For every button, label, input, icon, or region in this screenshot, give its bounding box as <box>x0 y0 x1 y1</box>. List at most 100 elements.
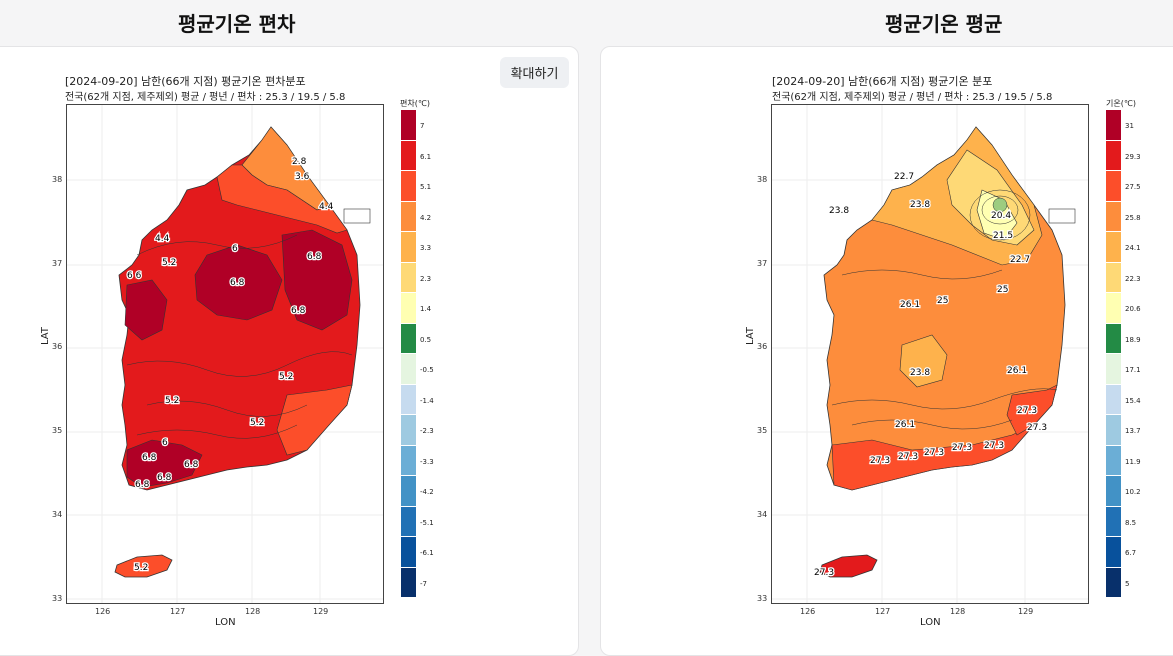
legend-value: 2.3 <box>420 274 432 283</box>
legend-value: -4.2 <box>420 488 434 496</box>
zone-hot2 <box>281 229 353 331</box>
zoom-button[interactable]: 확대하기 <box>500 57 569 88</box>
y-tick: 35 <box>52 426 63 435</box>
legend-swatch <box>401 506 416 537</box>
contour-label: 5.2 <box>250 418 264 428</box>
contour-label: 26.1 <box>895 420 915 430</box>
legend-value: 5 <box>1125 579 1130 588</box>
jeju-shape <box>819 554 878 578</box>
contour-label: 6.8 <box>291 306 306 316</box>
contour-label: 6.8 <box>230 278 245 288</box>
contour-label: 27.3 <box>924 448 944 458</box>
x-tick: 127 <box>170 607 186 616</box>
legend-swatch <box>401 293 416 324</box>
legend-value: 13.7 <box>1125 427 1141 435</box>
legend-swatch <box>1106 384 1121 415</box>
legend-swatch <box>1106 140 1121 171</box>
mean-legend <box>1106 110 1121 598</box>
mean-map-subtitle: 전국(62개 지점, 제주제외) 평균 / 평년 / 편차 : 25.3 / 1… <box>772 92 1053 103</box>
legend-swatch <box>1106 232 1121 263</box>
contour-label: 27.3 <box>898 452 918 462</box>
legend-value: -2.3 <box>420 427 434 435</box>
legend-swatch <box>1106 567 1121 598</box>
y-tick: 36 <box>757 342 768 351</box>
y-axis-label: LAT <box>745 327 756 345</box>
contour-label: 25 <box>997 285 1008 295</box>
contour-label: 22.7 <box>894 172 914 182</box>
legend-value: -0.5 <box>420 366 434 374</box>
legend-swatch <box>401 445 416 476</box>
contour-label: 27.3 <box>952 443 972 453</box>
zone-southeast <box>276 384 353 456</box>
contour-label: 6 6 <box>127 271 142 281</box>
contour-label: 6.8 <box>157 473 172 483</box>
legend-swatch <box>1106 171 1121 202</box>
zone-north2 <box>216 164 348 234</box>
legend-swatch <box>401 140 416 171</box>
x-tick: 128 <box>950 607 966 616</box>
legend-value: 17.1 <box>1125 366 1141 374</box>
legend-value: 29.3 <box>1125 152 1141 161</box>
jeju-shape <box>114 554 173 578</box>
legend-swatch <box>401 384 416 415</box>
contour-label: 23.8 <box>829 206 849 216</box>
contour-label: 4.4 <box>155 234 170 244</box>
legend-value: 18.9 <box>1125 335 1141 344</box>
contour-label: 6.8 <box>142 453 157 463</box>
legend-value: 22.3 <box>1125 274 1141 283</box>
legend-swatch <box>1106 476 1121 507</box>
zone-southeast <box>1006 384 1058 436</box>
zone-south-hot <box>126 439 203 488</box>
contour-label: 23.8 <box>910 200 930 210</box>
legend-swatch <box>401 567 416 598</box>
legend-swatch <box>401 354 416 385</box>
legend-swatch <box>1106 415 1121 446</box>
legend-value: 31 <box>1125 122 1134 130</box>
contour-label: 27.3 <box>1027 423 1047 433</box>
x-tick: 126 <box>95 607 111 616</box>
contour-label: 23.8 <box>910 368 930 378</box>
zone-hot1 <box>194 244 283 321</box>
left-panel-title: 평균기온 편차 <box>178 12 296 36</box>
legend-value: 7 <box>420 122 425 130</box>
right-panel-title: 평균기온 평균 <box>885 12 1003 36</box>
legend-swatch <box>401 201 416 232</box>
contour-label: 5.2 <box>279 372 293 382</box>
contour-label: 6.8 <box>135 480 150 490</box>
y-tick: 34 <box>757 510 768 519</box>
legend-value: 10.2 <box>1125 488 1141 496</box>
legend-swatch <box>1106 110 1121 141</box>
page-header: 평균기온 편차 평균기온 평균 <box>0 0 1173 46</box>
x-tick: 129 <box>1018 607 1034 616</box>
legend-value: -1.4 <box>420 396 434 405</box>
legend-value: -3.3 <box>420 457 434 466</box>
legend-value: 25.8 <box>1125 213 1141 222</box>
legend-swatch <box>1106 537 1121 568</box>
contour-label: 6 <box>232 244 238 254</box>
legend-swatch <box>401 171 416 202</box>
legend-swatch <box>1106 354 1121 385</box>
contour-label: 3.6 <box>295 172 310 182</box>
y-tick: 35 <box>757 426 768 435</box>
deviation-map-plot: 2.8 3.6 4.4 4.4 5.2 6 6 6 6.8 6.8 6.8 5.… <box>66 104 384 604</box>
legend-swatch <box>401 537 416 568</box>
legend-swatch <box>401 262 416 293</box>
legend-value: 27.5 <box>1125 183 1141 191</box>
legend-value: 6.7 <box>1125 549 1137 557</box>
legend-value: 11.9 <box>1125 457 1141 466</box>
contour-label: 5.2 <box>134 563 148 573</box>
legend-value: 20.6 <box>1125 305 1141 313</box>
zone-center-cool <box>899 334 948 388</box>
y-tick: 37 <box>52 259 63 268</box>
y-tick: 34 <box>52 510 63 519</box>
legend-swatch <box>1106 323 1121 354</box>
contour-label: 5.2 <box>165 396 179 406</box>
contour-label: 6.8 <box>184 460 199 470</box>
mean-legend-title: 기온(℃) <box>1106 99 1136 108</box>
y-tick: 37 <box>757 259 768 268</box>
contour-label: 6.8 <box>307 252 322 262</box>
mean-map-plot: 22.7 23.8 23.8 20.4 21.5 22.7 25 25 26.1… <box>771 104 1089 604</box>
x-axis-label: LON <box>920 617 941 628</box>
y-tick: 38 <box>757 175 768 184</box>
legend-swatch <box>401 110 416 141</box>
